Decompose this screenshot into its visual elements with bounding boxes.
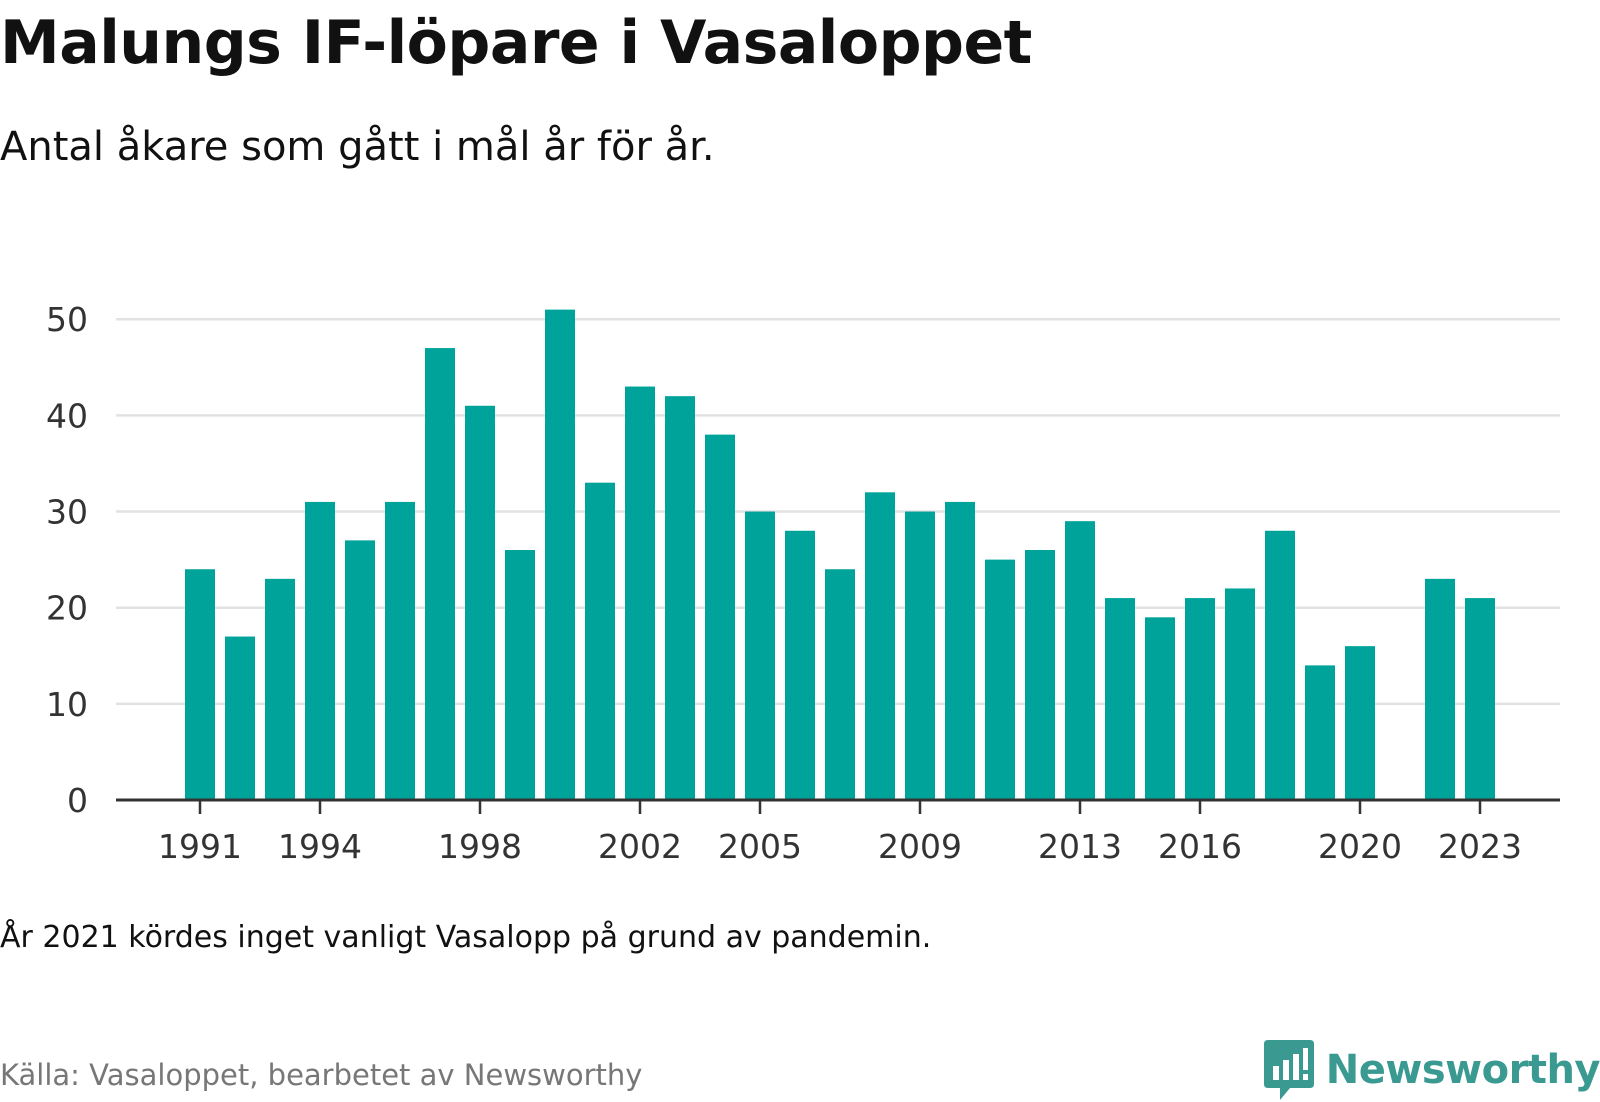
- bar-2000: [545, 309, 575, 800]
- bar-2014: [1105, 598, 1135, 800]
- bar-1993: [265, 578, 295, 800]
- y-tick-label: 20: [46, 589, 88, 628]
- x-tick-label: 2013: [1038, 827, 1122, 866]
- bar-2019: [1305, 665, 1335, 800]
- brand-name: Newsworthy: [1325, 1047, 1600, 1093]
- x-tick-label: 1994: [278, 827, 362, 866]
- bar-2012: [1025, 550, 1055, 800]
- bar-1999: [505, 550, 535, 800]
- bars: [185, 309, 1495, 800]
- bar-1992: [225, 636, 255, 800]
- y-tick-label: 40: [46, 396, 88, 435]
- y-tick-label: 30: [46, 493, 88, 532]
- chart-subtitle: Antal åkare som gått i mål år för år.: [0, 124, 715, 170]
- y-tick-label: 0: [67, 781, 88, 820]
- x-tick-label: 2016: [1158, 827, 1242, 866]
- bar-1998: [465, 405, 495, 800]
- x-tick-label: 2002: [598, 827, 682, 866]
- bar-2003: [665, 396, 695, 800]
- axes: 0 10 20 30 40 50 1991 1994 1998 2002 2005 2009 2013 2…: [46, 300, 1560, 866]
- bar-2020: [1345, 646, 1375, 800]
- bar-2023: [1465, 598, 1495, 800]
- bar-1995: [345, 540, 375, 800]
- bar-1996: [385, 501, 415, 800]
- source-text: Källa: Vasaloppet, bearbetet av Newswort…: [0, 1058, 643, 1092]
- bar-2016: [1185, 598, 1215, 800]
- bar-1991: [185, 569, 215, 800]
- bar-2009: [905, 511, 935, 800]
- bar-2004: [705, 434, 735, 800]
- y-tick-label: 10: [46, 685, 88, 724]
- bar-2010: [945, 501, 975, 800]
- chart-note: År 2021 kördes inget vanligt Vasalopp på…: [0, 920, 932, 955]
- brand-logo: Newsworthy: [1263, 1038, 1600, 1102]
- x-tick-label: 2005: [718, 827, 802, 866]
- bar-2013: [1065, 521, 1095, 800]
- x-tick-label: 1991: [158, 827, 242, 866]
- bar-2007: [825, 569, 855, 800]
- x-tick-label: 1998: [438, 827, 522, 866]
- bar-2015: [1145, 617, 1175, 800]
- chart-title: Malungs IF-löpare i Vasaloppet: [0, 8, 1032, 78]
- bar-1994: [305, 501, 335, 800]
- x-tick-label: 2009: [878, 827, 962, 866]
- bar-2017: [1225, 588, 1255, 800]
- y-tick-label: 50: [46, 300, 88, 339]
- x-tick-label: 2020: [1318, 827, 1402, 866]
- bar-2022: [1425, 578, 1455, 800]
- bar-1997: [425, 348, 455, 800]
- bar-2005: [745, 511, 775, 800]
- bar-chart: 0 10 20 30 40 50 1991 1994 1998 2002 2005 2009 2013 2…: [46, 300, 1560, 866]
- bar-2008: [865, 492, 895, 800]
- bar-2002: [625, 386, 655, 800]
- x-tick-label: 2023: [1438, 827, 1522, 866]
- bar-2011: [985, 559, 1015, 800]
- bar-2006: [785, 530, 815, 800]
- bar-2018: [1265, 530, 1295, 800]
- bar-2001: [585, 482, 615, 800]
- bar-chart-logo-icon: [1263, 1040, 1314, 1100]
